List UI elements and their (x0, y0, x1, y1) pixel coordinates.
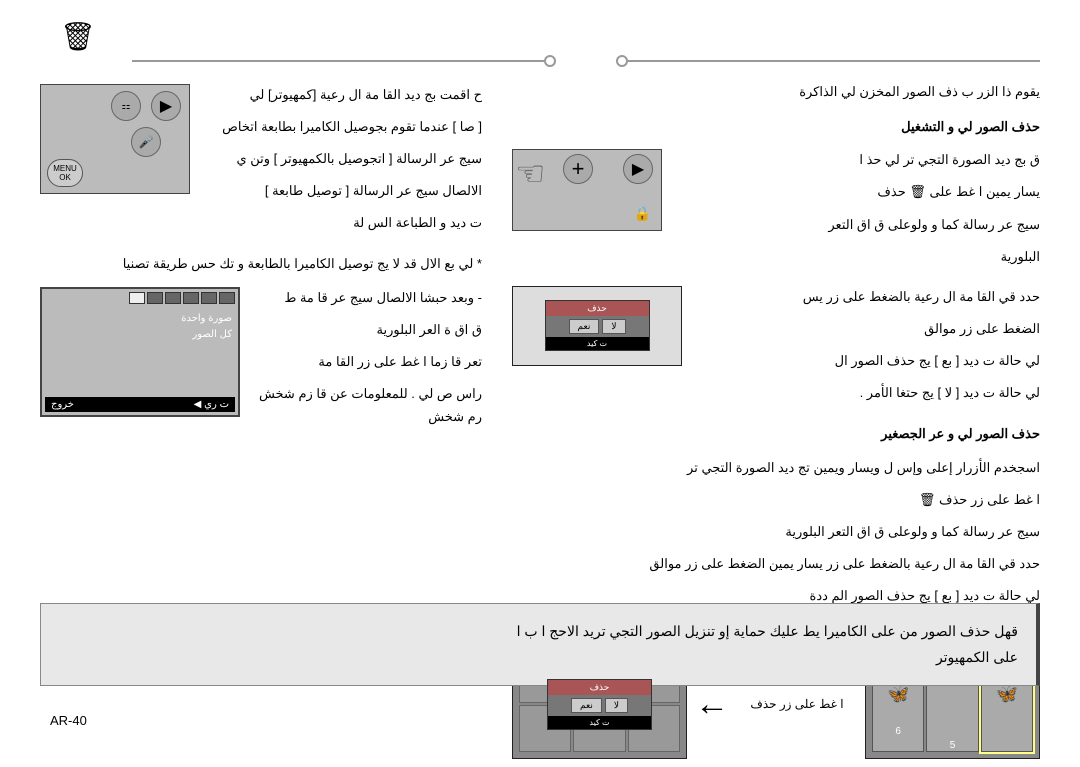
pictbridge-menu: صورة واحدة كل الصور ت ري ◀ خروج (40, 287, 240, 417)
text-line: حدد قي القا مة ال رعية بالضغط على زر يس (690, 286, 1040, 308)
text-line: يسار يمين ا غط على 🗑 حذف (670, 181, 1040, 203)
text-line: راس ص لي . للمعلومات عن قا زم شخش رم شخش (248, 383, 482, 427)
dialog-confirm: ت كيد (548, 716, 651, 729)
text-line: حدد قي القا مة ال رعية بالضغط على زر يسا… (512, 553, 1040, 575)
text-line: سيج عر رسالة كما و ولوعلى ق اق التعر الب… (512, 521, 1040, 543)
note-line: على الكمهيوتر (59, 644, 1018, 671)
lock-icon: 🔒 (634, 205, 651, 222)
arrow-icon: ← (695, 685, 729, 724)
note-box: قهل حذف الصور من على الكاميرا يط عليك حم… (40, 603, 1040, 686)
menu-ok-button[interactable]: MENU OK (47, 159, 83, 187)
note-line: قهل حذف الصور من على الكاميرا يط عليك حم… (59, 618, 1018, 645)
menu-item[interactable]: كل الصور (181, 327, 232, 343)
text-line: ت ديد و الطباعة الس لة (198, 212, 482, 234)
text-line: سيج عر الرسالة [ اتجوصيل بالكمهيوتر ] وت… (198, 148, 482, 170)
menu-exit[interactable]: خروج (51, 399, 74, 410)
dialog-title: حذف (548, 680, 651, 695)
text-line: ح اقمت بج ديد القا مة ال رعية [كمهيوتر] … (198, 84, 482, 106)
lcd-dialog: حذف لا نعم ت كيد (512, 286, 682, 366)
text-line: * لي بع الال قد لا يج توصيل الكاميرا بال… (40, 252, 482, 277)
text-line: ق بج ديد الصورة التجي تر لي حذ ا (670, 149, 1040, 171)
text-line: يقوم ذا الزر ب ذف الصور المخزن لي الذاكر… (512, 80, 1040, 105)
trash-icon: 🗑 (60, 20, 96, 53)
text-line: البلورية (670, 246, 1040, 268)
menu-move[interactable]: ت ري ◀ (194, 399, 229, 410)
hand-icon: ☜ (515, 154, 545, 194)
page-number: AR-40 (50, 713, 87, 728)
dialog-no[interactable]: لا (605, 698, 628, 713)
dialog-no[interactable]: لا (602, 319, 625, 334)
text-line: اسجخدم الأزرار إعلى وإس ل ويسار ويمين تج… (512, 457, 1040, 479)
text-line: [ صا ] عندما تقوم بجوصيل الكاميرا بطابعة… (198, 116, 482, 138)
camera-illustration: ▶ ⚏ 🎤 MENU OK (40, 84, 190, 194)
text-line: - وبعد حبشا الالصال سيج عر قا مة ط (248, 287, 482, 309)
text-line: لي حالة ت ديد [ بع ] يج حذف الصور ال (690, 350, 1040, 372)
dialog-title: حذف (546, 301, 649, 316)
menu-item[interactable]: صورة واحدة (181, 311, 232, 327)
text-line: الضغط على زر موالق (690, 318, 1040, 340)
camera-illustration: ▶ + ☜ 🔒 (512, 149, 662, 231)
text-line: لي حالة ت ديد [ لا ] يج حتغا الأمر . (690, 382, 1040, 404)
text-line: الالصال سيج عر الرسالة [ توصيل طابعة ] (198, 180, 482, 202)
dialog-yes[interactable]: نعم (571, 698, 602, 713)
text-line: تعر قا زما ا غط على زر القا مة (248, 351, 482, 373)
text-line: ا غط على زر حذف 🗑 (512, 489, 1040, 511)
text-line: ق اق ة العر البلورية (248, 319, 482, 341)
subheading: حذف الصور لي و عر الجصغير (512, 422, 1040, 447)
subheading: حذف الصور لي و التشغيل (512, 115, 1040, 140)
dialog-confirm: ت كيد (546, 337, 649, 350)
text-line: سيج عر رسالة كما و ولوعلى ق اق التعر (670, 214, 1040, 236)
top-divider (40, 55, 1040, 67)
caption: ا غط على زر حذف (737, 697, 857, 711)
dialog-yes[interactable]: نعم (569, 319, 600, 334)
